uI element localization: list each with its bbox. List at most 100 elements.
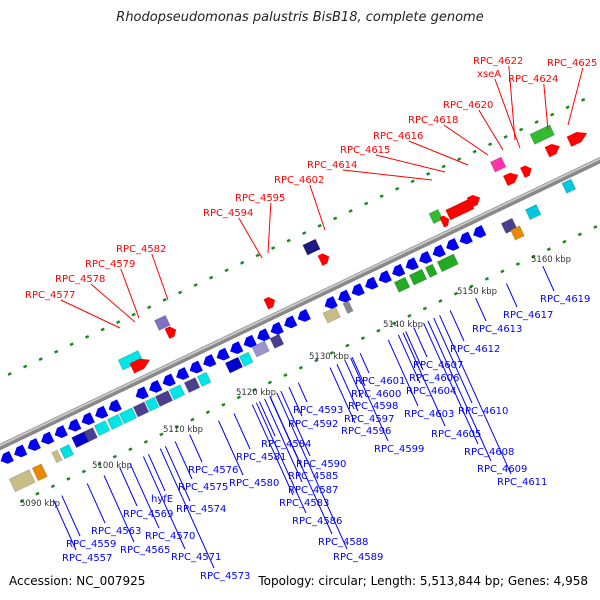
scale-tick bbox=[531, 254, 536, 259]
scale-tick bbox=[500, 269, 505, 274]
gene-block bbox=[302, 238, 321, 256]
gene-block bbox=[251, 340, 271, 358]
scale-label: 5090 kbp bbox=[20, 499, 60, 509]
label-leader-line bbox=[120, 268, 140, 319]
label-leader-line bbox=[280, 390, 311, 457]
gene-label: RPC_4613 bbox=[472, 324, 522, 335]
gene-reverse bbox=[135, 386, 149, 400]
gene-reverse-arrow bbox=[108, 399, 122, 413]
gene-label: RPC_4571 bbox=[171, 552, 221, 563]
gene-label: RPC_4603 bbox=[404, 409, 454, 420]
label-leader-line bbox=[267, 202, 272, 254]
gene-reverse-arrow bbox=[68, 418, 82, 432]
gene-reverse-arrow bbox=[162, 373, 176, 387]
gene-block-body bbox=[154, 389, 174, 408]
gene-block-body bbox=[322, 306, 342, 324]
label-leader-line bbox=[151, 253, 169, 301]
label-leader-line bbox=[238, 217, 263, 259]
scale-tick bbox=[255, 253, 260, 258]
gene-block-body bbox=[59, 443, 75, 460]
scale-tick bbox=[348, 209, 353, 213]
gene-label: RPC_4576 bbox=[188, 465, 238, 476]
gene-block-arrow bbox=[164, 326, 177, 339]
label-leader-line bbox=[269, 396, 333, 535]
scale-tick bbox=[131, 312, 136, 317]
gene-block bbox=[129, 358, 151, 374]
scale-tick bbox=[283, 373, 288, 378]
scale-tick bbox=[193, 283, 198, 287]
gene-reverse bbox=[392, 263, 406, 277]
gene-block bbox=[544, 143, 560, 158]
gene-label: RPC_4582 bbox=[116, 244, 166, 255]
gene-label: hyfE bbox=[151, 494, 173, 505]
scale-tick bbox=[205, 410, 211, 415]
label-leader-line bbox=[147, 453, 166, 492]
gene-label: RPC_4583 bbox=[279, 498, 329, 509]
scale-tick bbox=[143, 439, 149, 444]
gene-label: RPC_4620 bbox=[443, 100, 493, 111]
scale-tick bbox=[85, 335, 90, 339]
label-leader-line bbox=[427, 320, 492, 462]
scale-tick bbox=[7, 372, 12, 376]
gene-reverse-arrow bbox=[257, 328, 271, 342]
gene-block-arrow bbox=[503, 172, 519, 186]
label-leader-line bbox=[408, 140, 469, 166]
gene-block bbox=[524, 203, 542, 221]
scale-tick bbox=[271, 246, 276, 250]
gene-reverse bbox=[459, 231, 473, 245]
scale-tick bbox=[54, 349, 59, 354]
gene-reverse bbox=[203, 354, 217, 367]
gene-reverse-arrow bbox=[95, 405, 109, 419]
gene-block bbox=[196, 371, 212, 388]
label-leader-line bbox=[433, 317, 473, 404]
gene-block-body bbox=[251, 340, 271, 358]
scale-tick bbox=[302, 231, 307, 236]
gene-label: RPC_4588 bbox=[318, 537, 368, 548]
gene-block-body bbox=[424, 263, 438, 279]
gene-reverse-arrow bbox=[41, 431, 55, 445]
scale-label: 5100 kbp bbox=[92, 461, 132, 471]
gene-block-body bbox=[436, 253, 459, 273]
scale-tick bbox=[438, 299, 443, 303]
gene-reverse bbox=[149, 379, 163, 393]
scale-tick bbox=[100, 327, 105, 332]
gene-block bbox=[269, 333, 285, 350]
gene-block bbox=[83, 426, 99, 443]
scale-tick bbox=[298, 365, 304, 370]
gene-label: RPC_4597 bbox=[344, 414, 394, 425]
gene-block-body bbox=[144, 396, 160, 412]
scale-tick bbox=[252, 388, 257, 392]
scale-tick bbox=[577, 232, 583, 237]
gene-block-body bbox=[509, 225, 525, 241]
label-leader-line bbox=[359, 353, 370, 374]
label-leader-line bbox=[542, 265, 555, 292]
gene-label: RPC_4581 bbox=[236, 452, 286, 463]
scale-tick bbox=[453, 291, 459, 296]
genome-summary: Topology: circular; Length: 5,513,844 bp… bbox=[258, 574, 588, 588]
gene-reverse-arrow bbox=[365, 276, 379, 290]
map-title: Rhodopseudomonas palustris BisB18, compl… bbox=[116, 10, 484, 25]
gene-reverse bbox=[365, 276, 379, 290]
scale-tick bbox=[38, 357, 43, 362]
gene-block-body bbox=[106, 413, 124, 431]
gene-block bbox=[529, 124, 556, 145]
gene-block bbox=[51, 449, 63, 464]
label-leader-line bbox=[288, 386, 303, 417]
gene-reverse bbox=[297, 309, 311, 322]
scale-label: 5130 kbp bbox=[309, 352, 349, 362]
gene-label: RPC_4622 bbox=[473, 56, 523, 67]
gene-block-body bbox=[93, 419, 111, 437]
gene-label: RPC_4619 bbox=[540, 294, 590, 305]
gene-label: RPC_4585 bbox=[288, 471, 338, 482]
gene-reverse bbox=[338, 289, 352, 303]
label-leader-line bbox=[255, 402, 307, 514]
genome-backbone-highlight bbox=[0, 157, 600, 447]
gene-block-arrow bbox=[263, 297, 275, 310]
scale-tick bbox=[236, 395, 242, 400]
gene-label: RPC_4612 bbox=[450, 344, 500, 355]
gene-block-body bbox=[302, 238, 321, 256]
scale-tick bbox=[162, 297, 167, 302]
gene-label: RPC_4575 bbox=[178, 482, 228, 493]
gene-block bbox=[428, 208, 444, 225]
